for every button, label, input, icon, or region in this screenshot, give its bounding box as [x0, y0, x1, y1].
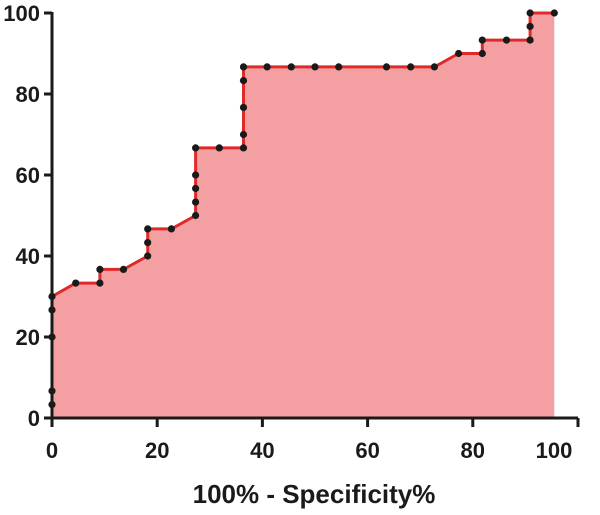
x-tick-label: 80 [461, 438, 485, 463]
data-point-marker [478, 36, 486, 44]
data-point-marker [526, 9, 534, 17]
data-point-marker [96, 279, 104, 287]
series-markers [48, 9, 558, 409]
y-tick-label: 100 [3, 1, 40, 26]
x-tick-label: 40 [250, 438, 274, 463]
data-point-marker [167, 225, 175, 233]
data-point-marker [192, 171, 200, 179]
x-tick-label: 0 [46, 438, 58, 463]
data-point-marker [526, 36, 534, 44]
data-point-marker [382, 63, 391, 71]
x-axis: 0 20 40 60 80 100 [46, 416, 580, 463]
data-point-marker [263, 63, 271, 71]
data-point-marker [287, 63, 295, 71]
data-point-marker [96, 265, 104, 273]
data-point-marker [239, 130, 248, 139]
data-point-marker [311, 63, 319, 71]
data-point-marker [192, 198, 200, 206]
x-tick-label: 60 [355, 438, 379, 463]
data-point-marker [144, 252, 152, 260]
y-tick-label: 20 [16, 325, 40, 350]
series-line [50, 11, 555, 418]
y-tick-label: 40 [16, 244, 40, 269]
y-tick-label: 0 [28, 406, 40, 431]
data-point-marker [239, 144, 248, 152]
data-point-marker [550, 9, 558, 17]
y-axis: 0 20 40 60 80 100 [3, 1, 54, 431]
data-point-marker [430, 63, 438, 71]
data-point-marker [192, 211, 200, 220]
x-tick-label: 20 [145, 438, 169, 463]
series-area-fill [52, 13, 555, 418]
x-axis-title: 100% - Specificity% [193, 479, 436, 509]
data-point-marker [407, 63, 415, 71]
data-point-marker [72, 279, 80, 287]
data-point-marker [335, 63, 343, 71]
data-point-marker [239, 77, 248, 85]
data-point-marker [144, 225, 152, 233]
y-axis-ticks: 0 20 40 60 80 100 [3, 1, 52, 431]
x-tick-label: 100 [536, 438, 573, 463]
data-point-marker [144, 239, 152, 247]
plot-area [48, 9, 558, 418]
data-point-marker [239, 63, 248, 71]
data-point-marker [478, 49, 486, 58]
x-axis-ticks: 0 20 40 60 80 100 [46, 418, 580, 463]
y-tick-label: 80 [16, 82, 40, 107]
data-point-marker [239, 103, 248, 111]
data-point-marker [502, 36, 511, 44]
y-tick-label: 60 [16, 163, 40, 188]
data-point-marker [192, 184, 200, 192]
data-point-marker [119, 265, 128, 273]
data-point-marker [215, 144, 223, 152]
data-point-marker [455, 49, 463, 58]
data-point-marker [526, 22, 534, 30]
data-point-marker [192, 144, 200, 152]
